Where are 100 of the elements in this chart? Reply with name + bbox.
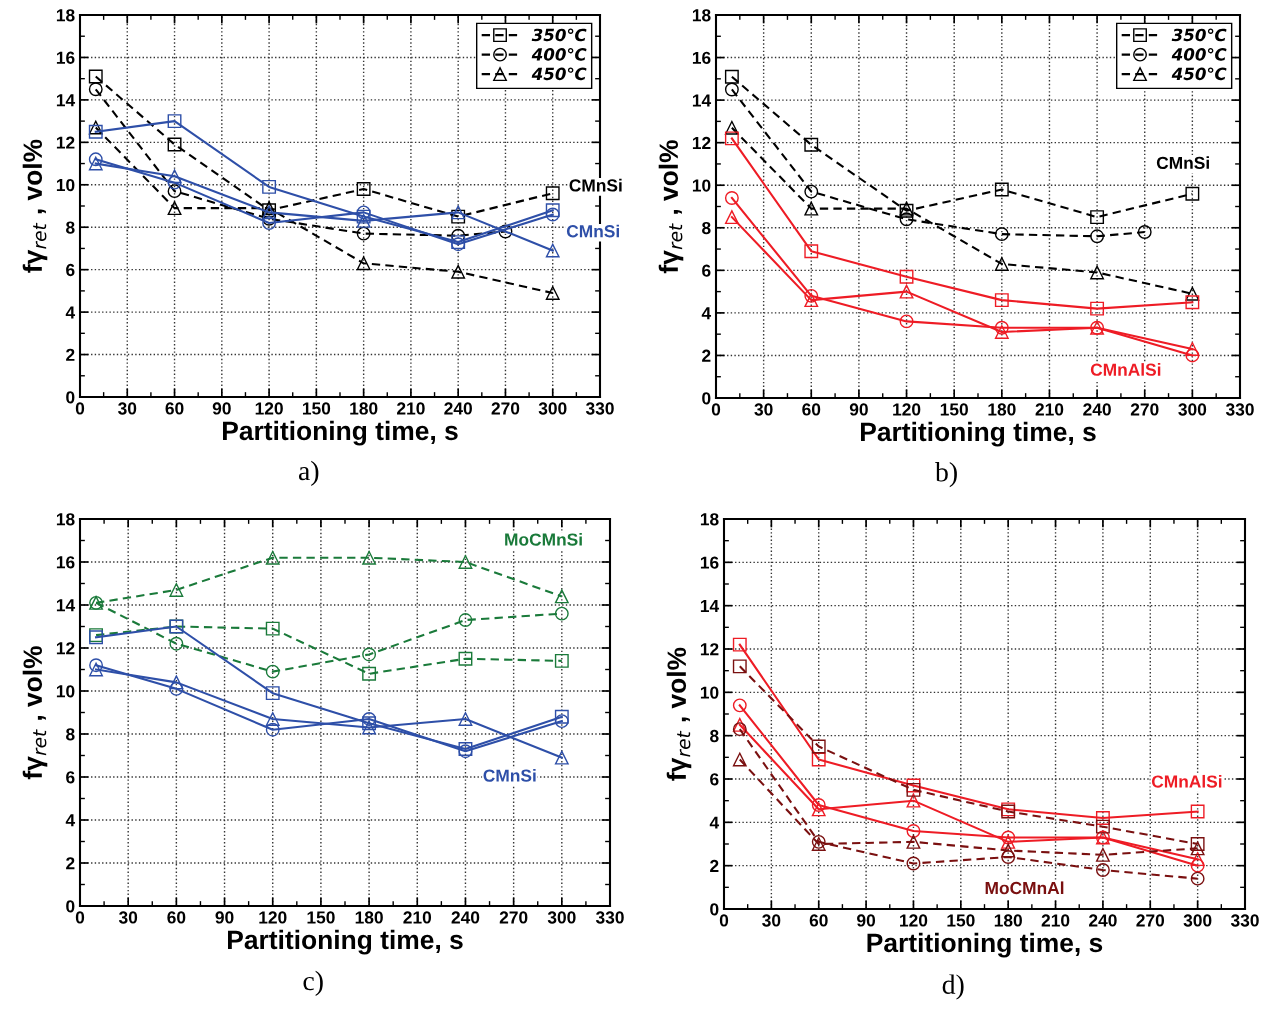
x-tick-label: 270 bbox=[491, 402, 520, 415]
x-tick-label: 270 bbox=[499, 911, 528, 924]
y-tick-label: 2 bbox=[710, 859, 719, 872]
y-axis-title: fγ$_{ret}$ , vol% bbox=[22, 646, 48, 780]
y-axis-title: fγ$_{ret}$ , vol% bbox=[22, 139, 48, 273]
x-tick-label: 90 bbox=[215, 911, 234, 924]
annotation: CMnSi bbox=[1156, 156, 1209, 170]
x-tick-label: 120 bbox=[900, 914, 928, 927]
text: d) bbox=[942, 974, 964, 1000]
x-tick-label: 240 bbox=[451, 911, 480, 924]
legend-label: 400℃ bbox=[1171, 47, 1227, 61]
y-tick-label: 0 bbox=[66, 391, 75, 404]
x-tick-label: 240 bbox=[1083, 403, 1111, 416]
text: b) bbox=[934, 462, 957, 488]
legend-label: 450℃ bbox=[1171, 67, 1227, 81]
y-tick-label: 8 bbox=[710, 729, 719, 743]
y-tick-label: 14 bbox=[692, 94, 712, 107]
y-tick-label: 4 bbox=[709, 816, 720, 829]
y-tick-label: 6 bbox=[702, 264, 711, 277]
x-tick-label: 0 bbox=[75, 911, 85, 924]
x-tick-label: 90 bbox=[857, 914, 876, 927]
y-axis-title: fγ$_{ret}$ , vol% bbox=[658, 140, 684, 274]
x-tick-label: 0 bbox=[719, 914, 729, 927]
x-tick-label: 300 bbox=[1183, 914, 1212, 927]
x-axis-title: Partitioning time, s bbox=[861, 421, 1096, 447]
x-tick-label: 30 bbox=[118, 911, 138, 924]
x-tick-label: 240 bbox=[1089, 914, 1117, 927]
y-tick-label: 18 bbox=[700, 513, 719, 526]
x-tick-label: 90 bbox=[849, 403, 868, 416]
x-tick-label: 150 bbox=[940, 403, 968, 416]
y-tick-label: 10 bbox=[700, 686, 719, 699]
x-tick-label: 150 bbox=[947, 914, 975, 927]
x-tick-label: 60 bbox=[167, 911, 186, 924]
y-tick-label: 4 bbox=[65, 306, 76, 319]
x-tick-label: 270 bbox=[1130, 403, 1159, 416]
x-tick-label: 180 bbox=[350, 402, 378, 415]
y-tick-label: 0 bbox=[702, 392, 711, 405]
legend-label: 350℃ bbox=[531, 28, 587, 42]
y-tick-label: 14 bbox=[700, 600, 720, 612]
y-axis-title: fγ$_{ret}$ , vol% bbox=[666, 647, 692, 781]
y-tick-label: 16 bbox=[692, 51, 711, 65]
x-tick-label: 210 bbox=[1035, 403, 1064, 416]
x-tick-label: 180 bbox=[988, 403, 1016, 416]
x-tick-label: 240 bbox=[444, 402, 472, 415]
x-tick-label: 30 bbox=[762, 914, 781, 927]
y-tick-label: 6 bbox=[66, 771, 75, 784]
y-tick-label: 16 bbox=[56, 556, 75, 569]
y-tick-label: 8 bbox=[66, 728, 75, 741]
y-tick-label: 16 bbox=[700, 556, 719, 569]
x-tick-label: 180 bbox=[994, 914, 1022, 927]
legend-label: 400℃ bbox=[531, 47, 587, 61]
y-tick-label: 12 bbox=[56, 642, 75, 655]
y-tick-label: 18 bbox=[692, 9, 711, 22]
x-tick-label: 120 bbox=[259, 911, 287, 924]
y-tick-label: 2 bbox=[66, 857, 75, 870]
x-tick-label: 300 bbox=[547, 911, 576, 924]
x-tick-label: 150 bbox=[307, 911, 335, 924]
y-tick-label: 6 bbox=[66, 263, 75, 277]
x-tick-label: 60 bbox=[802, 403, 821, 416]
x-tick-label: 300 bbox=[1178, 403, 1207, 416]
y-tick-label: 0 bbox=[710, 903, 719, 916]
x-tick-label: 60 bbox=[165, 402, 184, 415]
annotation: CMnSi bbox=[566, 224, 619, 238]
x-tick-label: 120 bbox=[255, 402, 283, 415]
x-tick-label: 30 bbox=[754, 403, 773, 416]
x-tick-label: 210 bbox=[397, 402, 425, 415]
y-tick-label: 8 bbox=[702, 221, 711, 235]
y-tick-label: 8 bbox=[66, 221, 75, 234]
y-tick-label: 0 bbox=[66, 900, 75, 913]
y-tick-label: 12 bbox=[700, 643, 719, 656]
y-tick-label: 12 bbox=[56, 136, 75, 149]
x-tick-label: 330 bbox=[1230, 914, 1259, 927]
x-tick-label: 60 bbox=[809, 914, 828, 927]
x-tick-label: 0 bbox=[75, 402, 85, 415]
y-tick-label: 2 bbox=[66, 348, 75, 361]
y-tick-label: 4 bbox=[701, 307, 712, 320]
annotation: CMnAlSi bbox=[1151, 774, 1222, 788]
x-tick-label: 330 bbox=[595, 911, 624, 924]
y-tick-label: 4 bbox=[65, 814, 76, 827]
x-tick-label: 30 bbox=[118, 402, 137, 415]
x-tick-label: 210 bbox=[1041, 914, 1070, 927]
y-tick-label: 16 bbox=[56, 51, 75, 64]
legend-label: 350℃ bbox=[1171, 28, 1227, 42]
x-tick-label: 300 bbox=[538, 402, 567, 415]
x-axis-title: Partitioning time, s bbox=[867, 932, 1103, 958]
annotation: CMnAlSi bbox=[1090, 363, 1161, 376]
x-tick-label: 210 bbox=[403, 911, 432, 924]
x-tick-label: 120 bbox=[893, 403, 921, 416]
y-tick-label: 12 bbox=[692, 136, 711, 149]
y-tick-label: 6 bbox=[710, 773, 719, 786]
y-tick-label: 14 bbox=[56, 599, 76, 612]
legend-label: 450℃ bbox=[531, 67, 587, 81]
x-tick-label: 90 bbox=[212, 402, 231, 415]
annotation: MoCMnSi bbox=[505, 532, 582, 546]
annotation: CMnSi bbox=[569, 178, 622, 192]
y-tick-label: 10 bbox=[56, 685, 75, 698]
y-tick-label: 10 bbox=[56, 178, 75, 192]
y-tick-label: 18 bbox=[56, 9, 75, 22]
x-tick-label: 180 bbox=[355, 911, 383, 924]
x-tick-label: 150 bbox=[302, 402, 331, 415]
